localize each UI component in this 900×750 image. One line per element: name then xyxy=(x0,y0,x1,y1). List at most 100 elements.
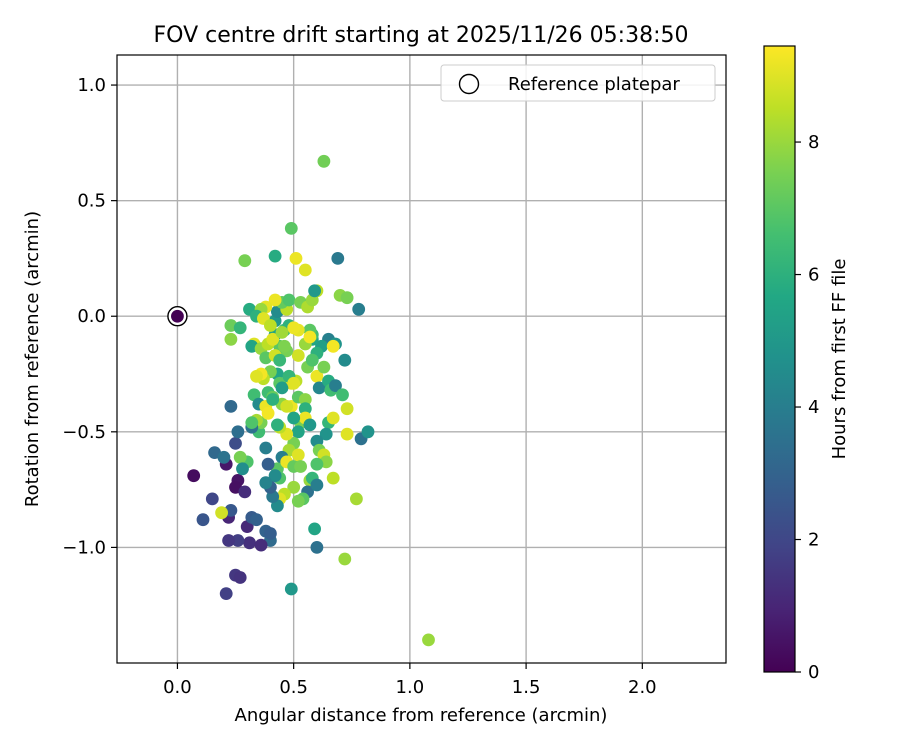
scatter-point xyxy=(273,353,287,367)
scatter-point xyxy=(245,416,259,429)
scatter-point xyxy=(224,332,238,346)
scatter-point xyxy=(331,252,345,265)
y-tick-label: 0.0 xyxy=(77,306,106,327)
scatter-point xyxy=(268,293,282,307)
scatter-point xyxy=(261,406,275,420)
scatter-point xyxy=(422,633,435,647)
legend-box xyxy=(440,64,716,102)
scatter-point xyxy=(287,480,301,494)
colorbar-ticks: 0 2 4 6 8 xyxy=(795,132,819,683)
scatter-point xyxy=(259,476,273,490)
scatter-point xyxy=(215,506,229,520)
scatter-point xyxy=(308,522,321,536)
colorbar-tick-label: 8 xyxy=(808,132,819,153)
scatter-point xyxy=(317,360,331,374)
plot-frame xyxy=(116,54,727,664)
scatter-point xyxy=(338,552,352,566)
scatter-point xyxy=(291,494,305,508)
legend-reference-marker xyxy=(458,73,480,95)
scatter-point xyxy=(310,541,324,554)
scatter-point xyxy=(326,411,340,425)
colorbar-tick-label: 2 xyxy=(808,530,819,551)
scatter-point xyxy=(336,388,349,402)
y-tick-label: 0.5 xyxy=(77,191,106,212)
x-tick-label: 1.0 xyxy=(396,677,425,698)
scatter-point xyxy=(261,457,275,471)
y-axis-label: Rotation from reference (arcmin) xyxy=(22,211,43,507)
scatter-point xyxy=(268,249,282,263)
scatter-point xyxy=(229,437,242,450)
x-tick-label: 0.5 xyxy=(279,677,308,698)
scatter-point xyxy=(259,441,273,455)
scatter-point xyxy=(271,418,284,432)
scatter-point xyxy=(282,293,296,307)
scatter-point xyxy=(284,582,298,596)
scatter-point xyxy=(196,513,210,527)
scatter-point xyxy=(264,319,277,332)
scatter-point xyxy=(250,369,263,383)
colorbar-label: Hours from first FF file xyxy=(829,259,850,460)
scatter-point xyxy=(310,478,324,492)
grid-lines xyxy=(117,55,726,663)
x-axis-ticks: 0.0 0.5 1.0 1.5 2.0 xyxy=(163,663,657,698)
scatter-point xyxy=(287,376,301,390)
scatter-point xyxy=(303,418,317,432)
scatter-point xyxy=(233,321,247,335)
scatter-point xyxy=(233,450,247,464)
scatter-point xyxy=(350,492,363,506)
scatter-point xyxy=(187,469,201,483)
scatter-point xyxy=(329,379,342,392)
scatter-point xyxy=(326,471,340,485)
y-tick-label: −0.5 xyxy=(62,422,106,443)
scatter-point xyxy=(326,339,340,353)
y-tick-label: −1.0 xyxy=(62,537,106,558)
data-points xyxy=(167,154,435,647)
scatter-point xyxy=(275,326,289,339)
scatter-point xyxy=(250,513,263,527)
scatter-point xyxy=(224,400,238,413)
scatter-point xyxy=(233,571,247,584)
scatter-point xyxy=(289,252,303,265)
scatter-point xyxy=(280,400,294,413)
scatter-point xyxy=(284,222,298,235)
scatter-point xyxy=(205,492,219,506)
scatter-point xyxy=(298,263,312,277)
scatter-point xyxy=(231,534,245,547)
reference-marker-point xyxy=(171,309,184,323)
scatter-point xyxy=(340,291,354,305)
colorbar-tick-label: 6 xyxy=(808,265,819,286)
scatter-point xyxy=(303,330,317,344)
scatter-point xyxy=(305,353,319,367)
x-axis-label: Angular distance from reference (arcmin) xyxy=(235,705,608,726)
x-tick-label: 2.0 xyxy=(628,677,657,698)
scatter-point xyxy=(217,450,231,464)
legend: Reference platepar xyxy=(440,64,716,102)
scatter-point xyxy=(291,349,305,362)
scatter-point xyxy=(317,154,331,168)
scatter-point xyxy=(361,425,375,439)
scatter-point xyxy=(243,536,256,550)
scatter-point xyxy=(291,425,305,439)
scatter-point xyxy=(298,393,312,406)
x-tick-label: 0.0 xyxy=(163,677,192,698)
scatter-point xyxy=(278,339,291,353)
scatter-point xyxy=(264,527,277,540)
scatter-point xyxy=(238,485,252,499)
scatter-point xyxy=(319,427,333,441)
chart-title: FOV centre drift starting at 2025/11/26 … xyxy=(154,23,689,48)
scatter-point xyxy=(238,254,252,268)
colorbar-tick-label: 4 xyxy=(808,397,819,418)
x-tick-label: 1.5 xyxy=(512,677,541,698)
scatter-point xyxy=(310,369,324,383)
scatter-point xyxy=(231,425,245,439)
colorbar: 0 2 4 6 8 Hours from first FF file xyxy=(763,45,850,683)
scatter-point xyxy=(236,462,249,476)
y-tick-label: 1.0 xyxy=(77,75,106,96)
legend-entry-reference: Reference platepar xyxy=(508,74,680,95)
colorbar-gradient xyxy=(763,45,796,673)
scatter-point xyxy=(338,353,352,367)
scatter-point xyxy=(287,321,301,335)
scatter-point xyxy=(266,393,280,406)
scatter-point xyxy=(310,457,324,471)
